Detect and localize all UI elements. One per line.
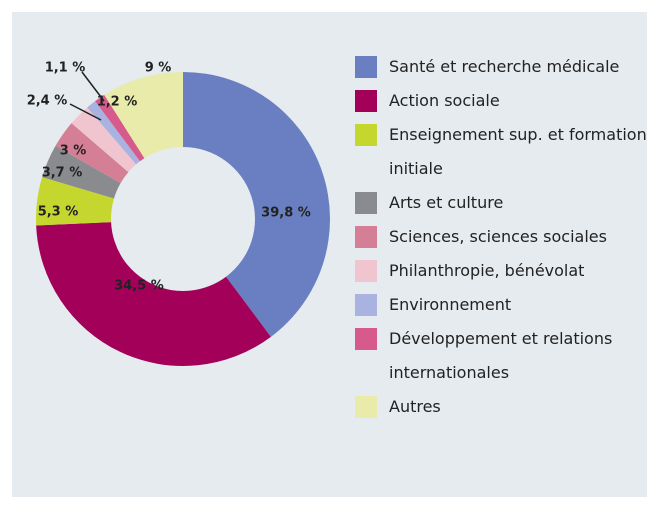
data-label: 1,2 %: [97, 95, 138, 110]
legend-label: Développement et relations international…: [389, 329, 613, 382]
slice: [87, 101, 140, 165]
slice: [36, 222, 271, 367]
slice: [95, 94, 145, 162]
legend-label: Environnement: [389, 295, 512, 314]
leader-line: [69, 103, 102, 121]
legend-item: Action sociale: [355, 84, 650, 118]
slice: [55, 123, 129, 184]
slice: [104, 72, 183, 159]
data-label: 3 %: [60, 144, 87, 159]
legend-label: Sciences, sciences sociales: [389, 227, 607, 246]
data-label: 34,5 %: [114, 279, 164, 294]
data-label: 39,8 %: [261, 206, 311, 221]
data-label: 1,1 %: [45, 61, 86, 76]
legend-label: Autres: [389, 397, 441, 416]
slice: [183, 72, 330, 337]
legend-swatch: [355, 226, 377, 248]
legend-label: Philanthropie, bénévolat: [389, 261, 585, 280]
legend-item: Développement et relations international…: [355, 322, 650, 390]
legend-swatch: [355, 90, 377, 112]
slice: [42, 145, 121, 199]
legend-item: Arts et culture: [355, 186, 650, 220]
legend-item: Santé et recherche médicale: [355, 50, 650, 84]
data-label: 9 %: [145, 61, 172, 76]
legend-swatch: [355, 124, 377, 146]
legend-swatch: [355, 328, 377, 350]
legend-label: Santé et recherche médicale: [389, 57, 620, 76]
legend: Santé et recherche médicale Action social…: [355, 50, 650, 424]
legend-item: Environnement: [355, 288, 650, 322]
legend-item: Autres: [355, 390, 650, 424]
legend-swatch: [355, 294, 377, 316]
leader-line: [81, 71, 105, 102]
data-label: 2,4 %: [27, 94, 68, 109]
legend-swatch: [355, 192, 377, 214]
legend-item: Enseignement sup. et formation initiale: [355, 118, 650, 186]
data-label: 3,7 %: [42, 166, 83, 181]
legend-swatch: [355, 396, 377, 418]
legend-swatch: [355, 260, 377, 282]
slice: [71, 107, 137, 173]
legend-label: Enseignement sup. et formation initiale: [389, 125, 647, 178]
legend-item: Sciences, sciences sociales: [355, 220, 650, 254]
legend-swatch: [355, 56, 377, 78]
legend-item: Philanthropie, bénévolat: [355, 254, 650, 288]
legend-label: Arts et culture: [389, 193, 504, 212]
data-label: 5,3 %: [38, 205, 79, 220]
legend-label: Action sociale: [389, 91, 500, 110]
slice: [36, 177, 114, 226]
